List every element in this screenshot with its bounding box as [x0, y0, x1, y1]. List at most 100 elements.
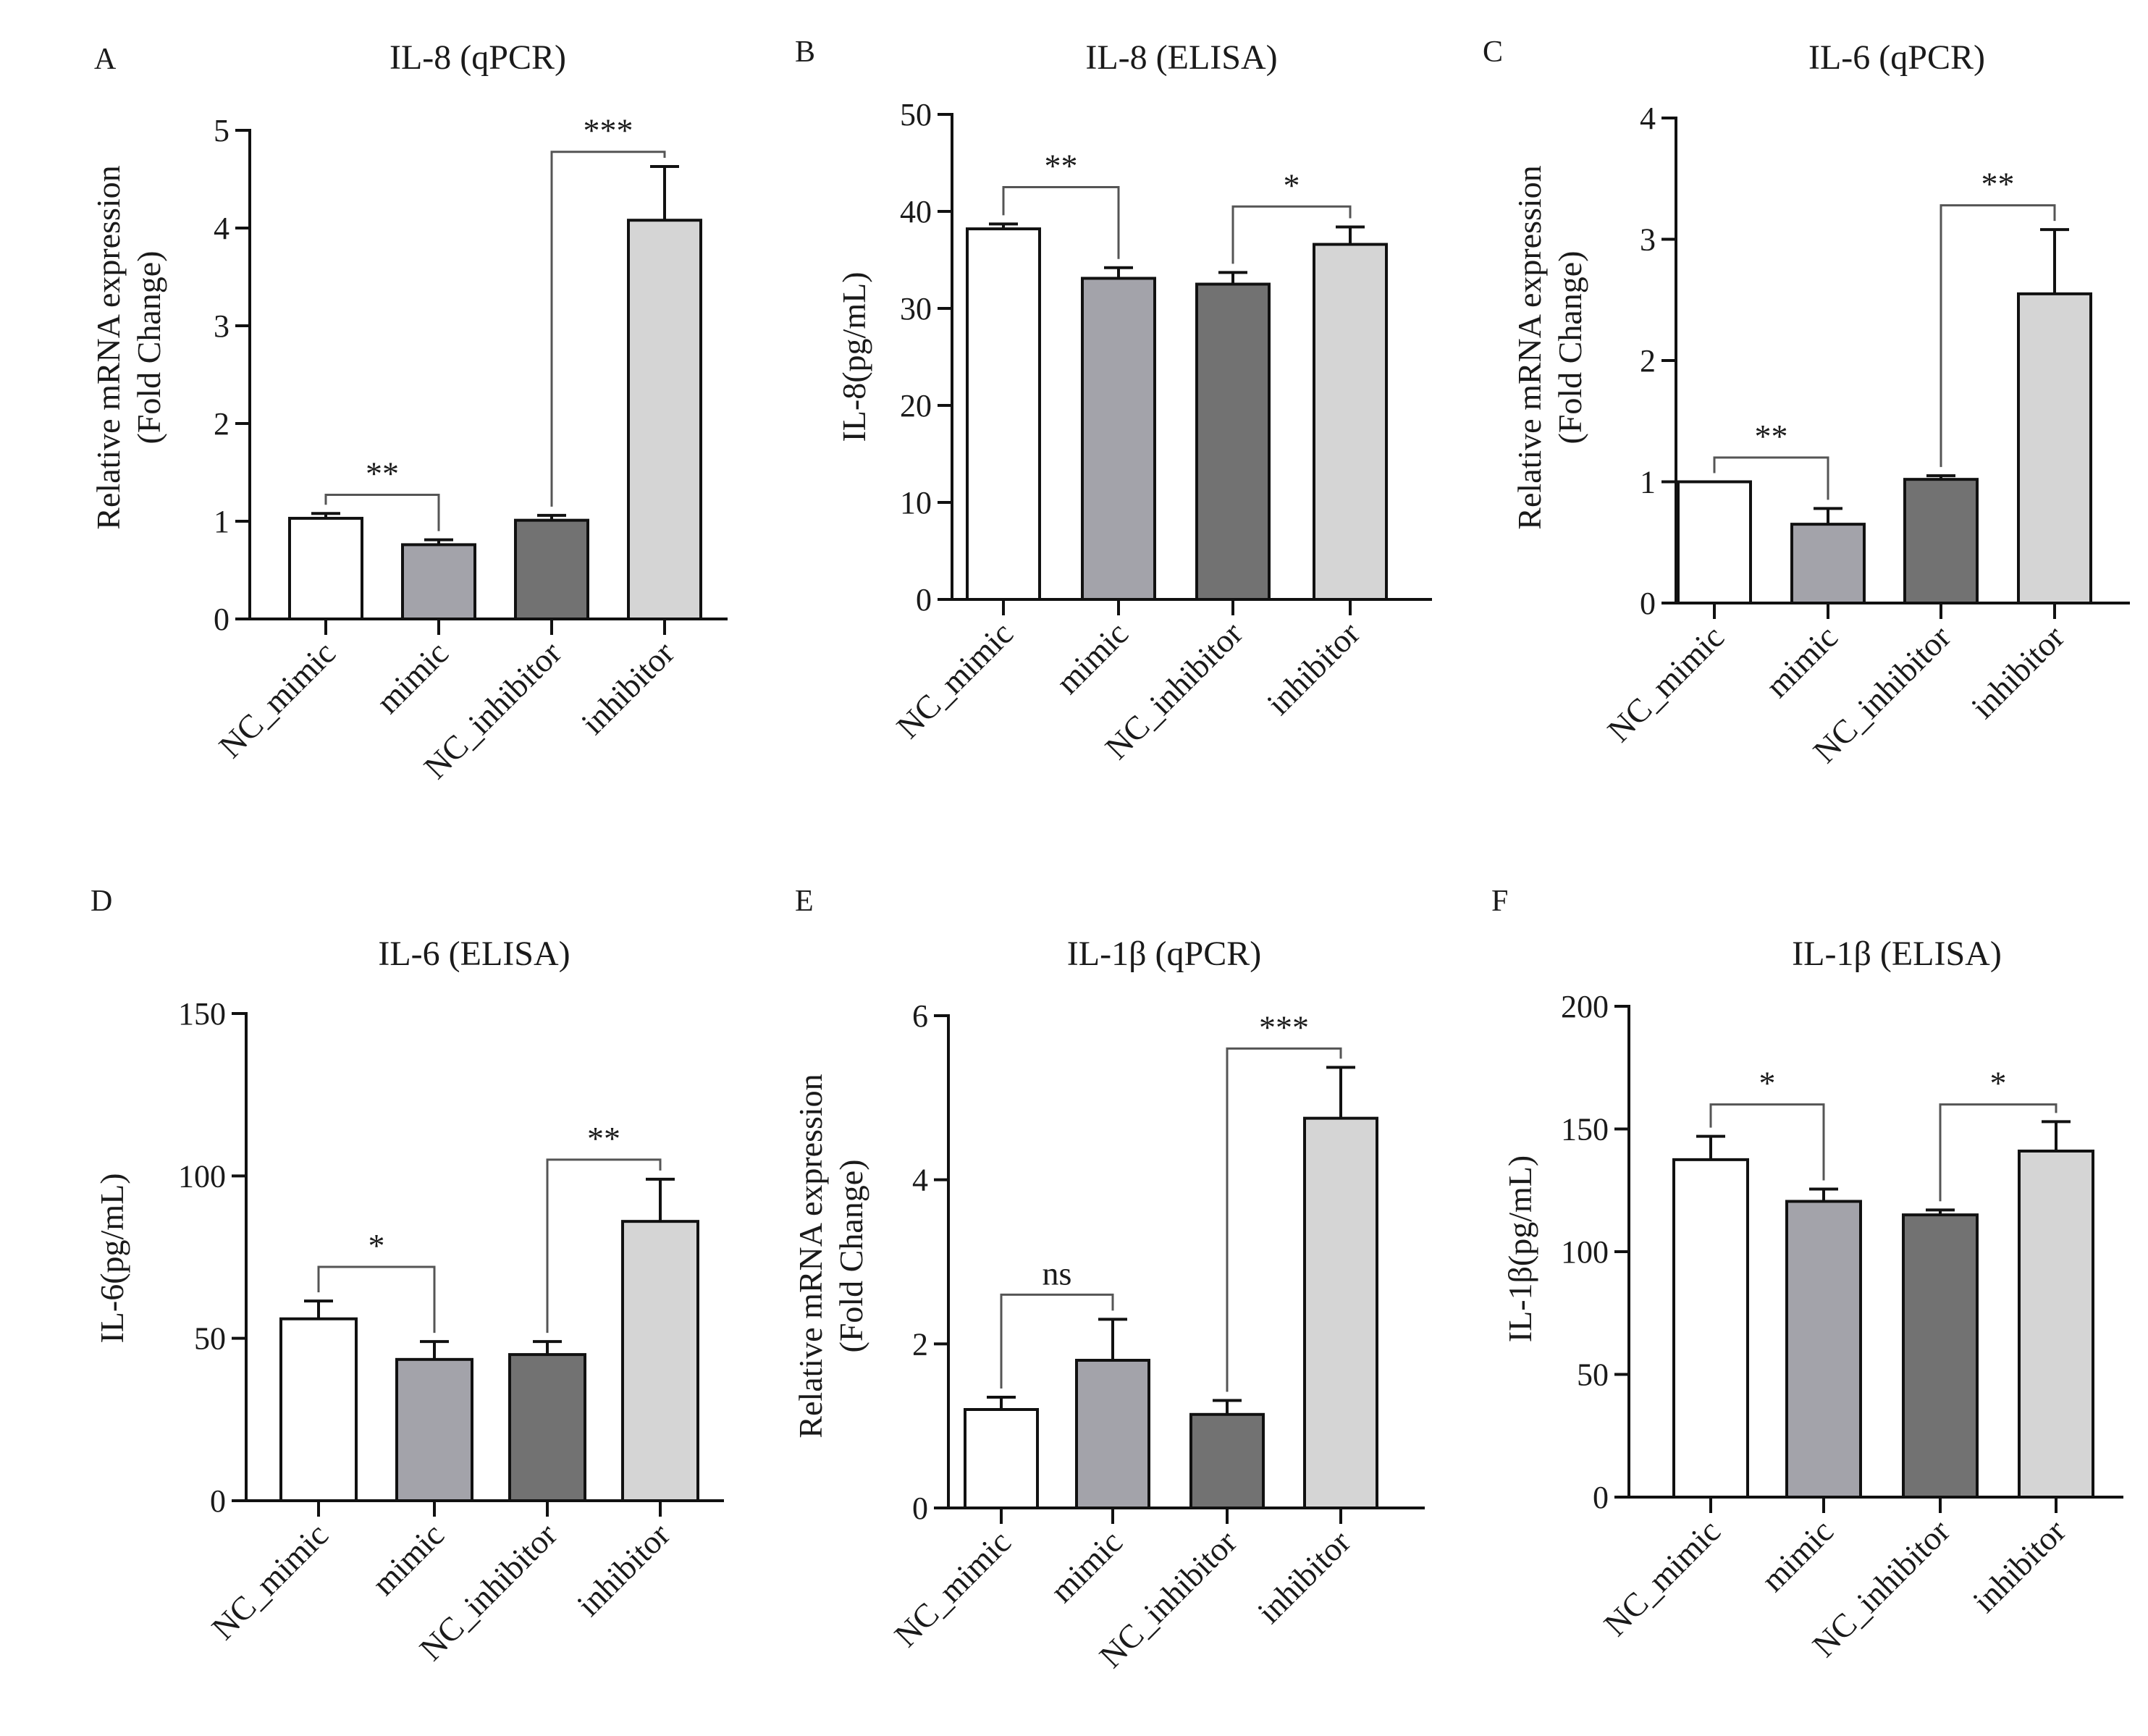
x-tick-label: NC_mimic	[1596, 1512, 1727, 1643]
panel-label: E	[795, 885, 814, 918]
y-tick-label: 0	[210, 1483, 226, 1519]
y-tick-label: 0	[1640, 586, 1656, 621]
y-tick-label: 1	[1640, 465, 1656, 500]
significance-label: **	[366, 455, 399, 492]
y-tick-label: 0	[916, 582, 932, 618]
y-tick-label: 30	[900, 291, 932, 326]
y-tick-label: 4	[912, 1163, 928, 1198]
y-axis-label: IL-1β(pg/mL)	[1502, 1155, 1538, 1342]
bar-inhibitor	[627, 219, 702, 620]
chart-panel-e: E IL-1β (qPCR) Relative mRNA expression (Fo…	[792, 885, 1425, 1675]
y-tick-label: 0	[1593, 1480, 1609, 1515]
significance-bracket	[317, 1265, 436, 1333]
y-tick-label: 40	[900, 194, 932, 229]
y-tick-label: 3	[1640, 222, 1656, 258]
bar-nc-inhibitor	[1195, 282, 1271, 601]
x-tick-label: inhibitor	[570, 1516, 677, 1623]
x-tick-label: mimic	[1754, 1512, 1840, 1598]
chart-panel-c: C IL-6 (qPCR) Relative mRNA expression (Fol…	[1483, 35, 2130, 770]
significance-label: ***	[1259, 1008, 1309, 1045]
significance-label: *	[1284, 167, 1300, 203]
chart-panel-a: A IL-8 (qPCR) Relative mRNA expression (Fol…	[90, 38, 728, 786]
bar-nc-inhibitor	[514, 518, 589, 621]
y-axis-label-line: Relative mRNA expression	[1511, 165, 1548, 529]
x-tick-label: inhibitor	[1964, 618, 2071, 725]
significance-bracket	[1231, 205, 1352, 264]
y-axis-label-line: Relative mRNA expression	[792, 1074, 829, 1438]
x-tick-label: NC_mimic	[887, 1523, 1018, 1654]
y-tick-label: 50	[194, 1321, 226, 1357]
bar-mimic	[1081, 277, 1156, 601]
y-tick-label: 2	[1640, 343, 1656, 379]
x-tick-label: NC_mimic	[889, 615, 1020, 746]
chart-title: IL-8 (qPCR)	[389, 38, 566, 77]
significance-bracket	[324, 494, 440, 531]
bar-nc-mimic	[964, 1408, 1039, 1509]
y-tick-label: 50	[900, 97, 932, 132]
significance-label: ns	[1043, 1255, 1072, 1292]
y-tick-label: 150	[1561, 1112, 1609, 1147]
x-tick-label: mimic	[1759, 618, 1845, 704]
y-tick-label: 200	[1561, 989, 1609, 1024]
bar-inhibitor	[1313, 243, 1388, 601]
bar-inhibitor	[621, 1220, 699, 1502]
y-tick-label: 0	[214, 602, 229, 637]
y-tick-label: 3	[214, 308, 229, 344]
x-tick-label: NC_mimic	[211, 634, 342, 765]
significance-bracket	[1000, 1293, 1114, 1389]
y-tick-label: 20	[900, 388, 932, 424]
panel-label: B	[795, 35, 815, 69]
x-tick-label: mimic	[1049, 615, 1135, 701]
significance-bracket	[546, 1158, 662, 1333]
significance-bracket	[1939, 204, 2056, 468]
y-tick-label: 100	[1561, 1234, 1609, 1270]
significance-label: *	[1759, 1065, 1776, 1102]
significance-label: **	[1045, 148, 1078, 185]
significance-bracket	[1226, 1047, 1342, 1392]
y-tick-label: 4	[1640, 101, 1656, 136]
bar-inhibitor	[1303, 1116, 1378, 1509]
bar-nc-inhibitor	[1903, 478, 1979, 605]
significance-label: ***	[584, 112, 633, 149]
bar-nc-mimic	[279, 1317, 358, 1503]
y-axis-label-line: (Fold Change)	[1551, 250, 1588, 444]
chart-title: IL-1β (qPCR)	[1067, 935, 1261, 973]
y-tick-label: 1	[214, 504, 229, 539]
significance-bracket	[1939, 1103, 2058, 1202]
y-tick-label: 2	[912, 1326, 928, 1362]
y-tick-label: 5	[214, 113, 229, 148]
significance-label: **	[587, 1120, 620, 1157]
y-axis-label-line: (Fold Change)	[130, 250, 167, 444]
x-tick-label: mimic	[1043, 1523, 1129, 1609]
bar-inhibitor	[2017, 292, 2092, 604]
y-axis-label: IL-6(pg/mL)	[93, 1173, 130, 1343]
y-axis-label-line: IL-1β(pg/mL)	[1502, 1155, 1538, 1342]
y-tick-label: 0	[912, 1491, 928, 1526]
significance-label: **	[1755, 418, 1788, 455]
y-axis-label-line: (Fold Change)	[833, 1159, 869, 1352]
chart-title: IL-8 (ELISA)	[1085, 38, 1277, 77]
bar-nc-mimic	[1672, 1158, 1749, 1499]
bar-nc-mimic	[1677, 480, 1752, 604]
significance-label: **	[1981, 166, 2015, 203]
x-tick-label: inhibitor	[574, 634, 681, 741]
significance-bracket	[550, 151, 666, 507]
y-axis-label: Relative mRNA expression (Fold Change)	[1511, 165, 1588, 529]
bar-mimic	[1790, 523, 1866, 604]
y-axis-label-line: Relative mRNA expression	[90, 165, 127, 529]
chart-title: IL-1β (ELISA)	[1792, 935, 2002, 973]
significance-bracket	[1713, 456, 1829, 500]
bar-inhibitor	[2018, 1150, 2094, 1499]
chart-panel-d: D IL-6 (ELISA) IL-6(pg/mL) 0 50 100 150 NC_mimi…	[90, 885, 724, 1668]
bar-nc-mimic	[966, 227, 1041, 601]
y-tick-label: 10	[900, 485, 932, 521]
panel-label: F	[1491, 885, 1508, 918]
significance-bracket	[1002, 186, 1120, 259]
chart-title: IL-6 (ELISA)	[378, 935, 570, 973]
y-tick-label: 50	[1577, 1357, 1609, 1393]
panel-label: A	[94, 43, 117, 76]
chart-panel-f: F IL-1β (ELISA) IL-1β(pg/mL) 0 50 100 150 200 NC…	[1491, 885, 2123, 1664]
significance-label: *	[1990, 1065, 2007, 1102]
y-tick-label: 150	[178, 996, 226, 1032]
